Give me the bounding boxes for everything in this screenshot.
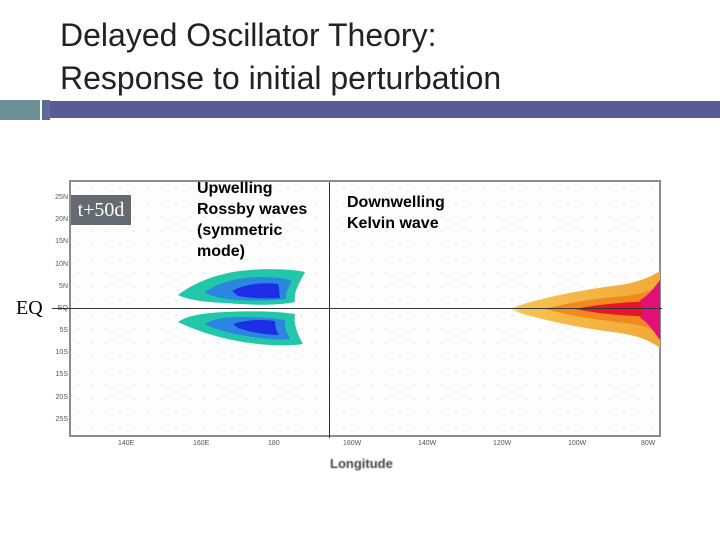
kelvin-wave	[508, 271, 660, 348]
y-tick: 20N	[55, 216, 68, 223]
header-accent-mid	[42, 100, 50, 120]
y-tick: 5S	[59, 327, 68, 334]
rossby-annotation-line: (symmetric	[197, 222, 283, 239]
x-tick: 140W	[418, 440, 437, 447]
rossby-annotation: Upwelling Rossby waves (symmetric mode)	[197, 178, 332, 262]
x-tick: 160W	[343, 440, 362, 447]
header-accent-left	[0, 100, 40, 120]
x-tick: 180	[268, 440, 280, 447]
x-tick: 160E	[193, 440, 210, 447]
equator-line	[52, 308, 662, 309]
x-tick: 140E	[118, 440, 135, 447]
reference-meridian-line	[329, 182, 330, 438]
x-tick: 120W	[493, 440, 512, 447]
kelvin-annotation-line: Downwelling	[347, 194, 445, 211]
rossby-annotation-line: Rossby waves	[197, 201, 308, 218]
x-tick: 80W	[641, 440, 656, 447]
y-tick: 10N	[55, 261, 68, 268]
equator-label: EQ	[16, 297, 43, 319]
kelvin-edge	[640, 280, 660, 340]
rossby-south-core	[233, 320, 279, 335]
y-tick: 15S	[55, 371, 68, 378]
header-rule	[50, 101, 720, 118]
y-tick: 15N	[55, 238, 68, 245]
y-tick: 10S	[55, 349, 68, 356]
kelvin-core	[575, 296, 660, 322]
rossby-annotation-line: mode)	[197, 243, 245, 260]
x-axis-label: Longitude	[330, 456, 393, 471]
y-tick: 25N	[55, 194, 68, 201]
kelvin-annotation: Downwelling Kelvin wave	[347, 192, 487, 234]
time-label: t+50d	[71, 195, 131, 225]
kelvin-annotation-line: Kelvin wave	[347, 215, 439, 232]
rossby-annotation-line: Upwelling	[197, 180, 273, 197]
rossby-wave-south	[178, 311, 303, 346]
y-tick: 5N	[59, 283, 68, 290]
rossby-north-core	[232, 283, 280, 299]
title-line-1: Delayed Oscillator Theory:	[60, 17, 437, 53]
y-tick: 20S	[55, 394, 68, 401]
y-tick: 25S	[55, 416, 68, 423]
rossby-wave-north	[178, 269, 305, 305]
slide-title: Delayed Oscillator Theory: Response to i…	[60, 14, 680, 100]
x-tick: 100W	[568, 440, 587, 447]
title-line-2: Response to initial perturbation	[60, 60, 502, 96]
